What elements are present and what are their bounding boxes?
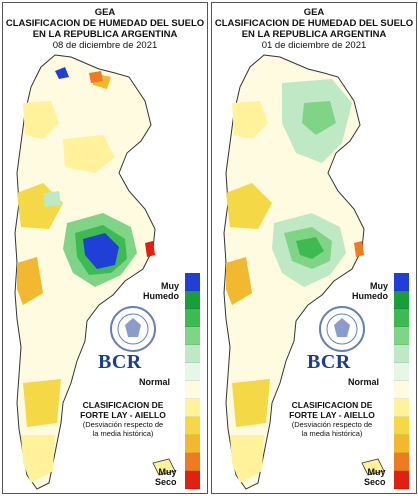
map-date: 01 de diciembre de 2021: [261, 40, 367, 51]
legend-very-dry-label: Muy Seco: [155, 467, 177, 487]
org-label: GEA: [303, 7, 325, 18]
legend-normal-label: Normal: [348, 377, 380, 387]
bcr-seal-logo: [110, 306, 156, 352]
legend-very-wet-label: Muy Humedo: [143, 281, 179, 301]
credit-block: CLASIFICACION DE FORTE LAY - AIELLO (Des…: [272, 400, 392, 438]
legend-color-bar: [185, 273, 200, 489]
title-line-2: EN LA REPUBLICA ARGENTINA: [241, 29, 387, 40]
credit-line-3: (Desviación respecto de: [82, 420, 164, 429]
credit-block: CLASIFICACION DE FORTE LAY - AIELLO (Des…: [63, 400, 183, 438]
map-panel-right: GEA CLASIFICACION DE HUMEDAD DEL SUELO E…: [211, 2, 417, 494]
credit-line-3: (Desviación respecto de: [291, 420, 373, 429]
argentina-soil-moisture-map: [14, 54, 176, 490]
map-panel-left: GEA CLASIFICACION DE HUMEDAD DEL SUELO E…: [2, 2, 208, 494]
credit-line-2: FORTE LAY - AIELLO: [289, 410, 375, 420]
credit-line-1: CLASIFICACION DE: [291, 400, 373, 410]
legend-very-wet-label: Muy Humedo: [352, 281, 388, 301]
legend-normal-label: Normal: [139, 377, 171, 387]
credit-line-4: la media histórica): [301, 429, 363, 438]
title-line-2: EN LA REPUBLICA ARGENTINA: [32, 29, 178, 40]
credit-line-2: FORTE LAY - AIELLO: [80, 410, 166, 420]
bcr-logo-text: BCR: [307, 351, 351, 373]
legend-very-dry-label: Muy Seco: [364, 467, 386, 487]
title-line-1: CLASIFICACION DE HUMEDAD DEL SUELO: [214, 18, 414, 29]
credit-line-1: CLASIFICACION DE: [82, 400, 164, 410]
argentina-soil-moisture-map: [223, 54, 385, 490]
map-date: 08 de diciembre de 2021: [52, 40, 158, 51]
panel-header: GEA CLASIFICACION DE HUMEDAD DEL SUELO E…: [3, 7, 207, 51]
panel-header: GEA CLASIFICACION DE HUMEDAD DEL SUELO E…: [212, 7, 416, 51]
title-line-1: CLASIFICACION DE HUMEDAD DEL SUELO: [5, 18, 205, 29]
bcr-logo-text: BCR: [98, 351, 142, 373]
legend-color-bar: [394, 273, 409, 489]
bcr-seal-logo: [319, 306, 365, 352]
org-label: GEA: [94, 7, 116, 18]
credit-line-4: la media histórica): [92, 429, 154, 438]
